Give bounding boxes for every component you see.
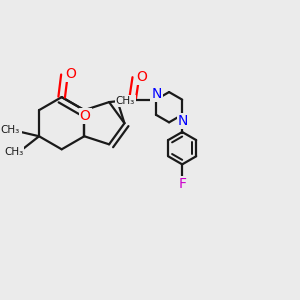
Text: CH₃: CH₃ bbox=[116, 96, 135, 106]
Text: O: O bbox=[136, 70, 147, 84]
Text: N: N bbox=[152, 87, 162, 100]
Text: N: N bbox=[178, 114, 188, 128]
Text: CH₃: CH₃ bbox=[0, 124, 19, 134]
Text: CH₃: CH₃ bbox=[4, 147, 24, 157]
Text: O: O bbox=[65, 67, 76, 80]
Text: O: O bbox=[80, 109, 91, 123]
Text: F: F bbox=[178, 177, 186, 191]
